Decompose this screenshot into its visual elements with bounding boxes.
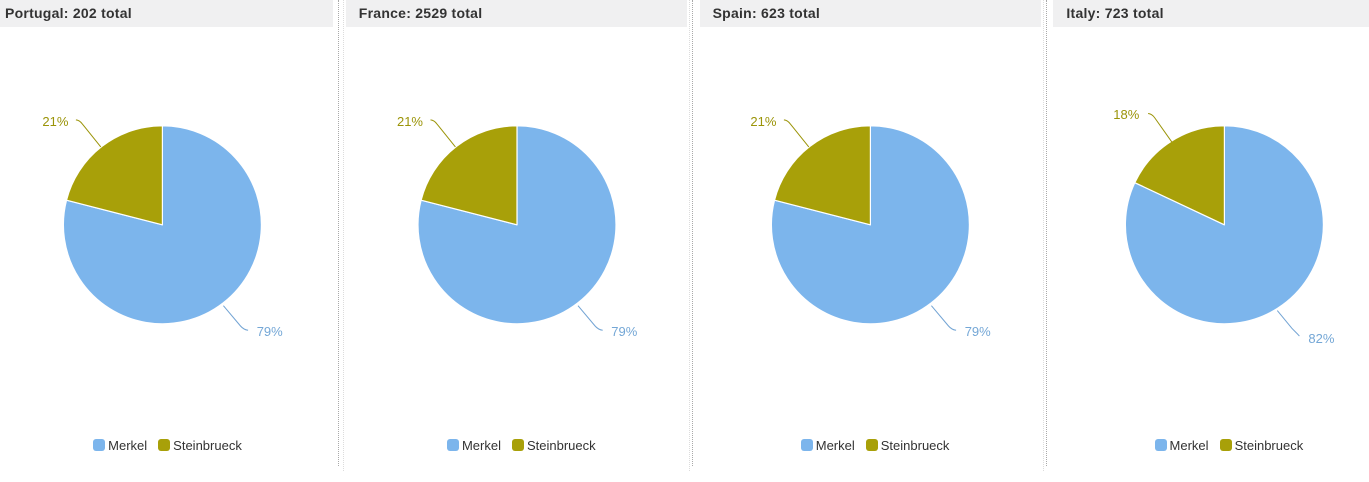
svg-text:21%: 21% <box>42 114 68 129</box>
svg-text:79%: 79% <box>611 324 637 339</box>
svg-text:21%: 21% <box>750 114 776 129</box>
svg-text:18%: 18% <box>1113 107 1139 122</box>
svg-text:82%: 82% <box>1308 331 1334 346</box>
svg-text:21%: 21% <box>397 114 423 129</box>
svg-text:79%: 79% <box>257 324 283 339</box>
svg-text:79%: 79% <box>965 324 991 339</box>
